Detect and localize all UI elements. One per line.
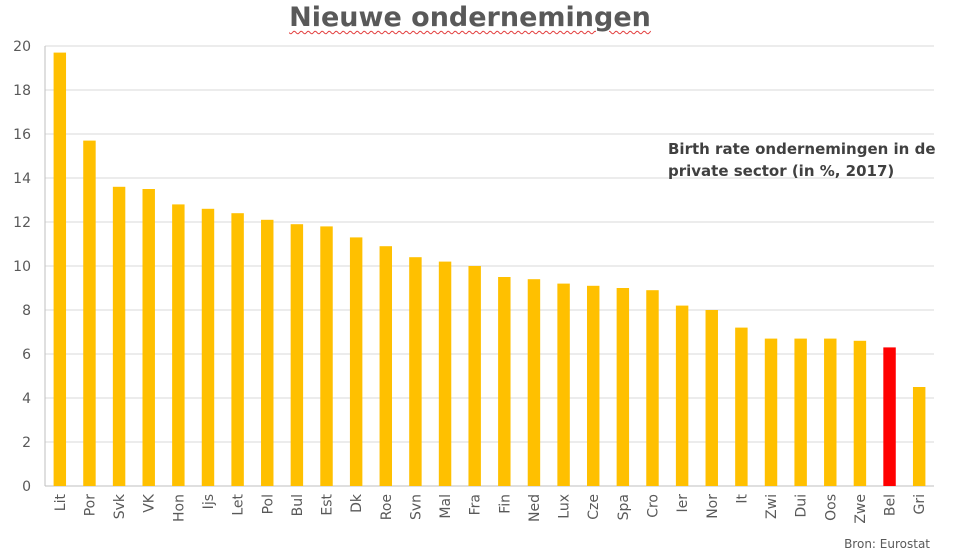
bar-vk	[142, 189, 155, 486]
x-tick-label: Mal	[438, 494, 454, 519]
bar-zwi	[764, 338, 778, 486]
bar-svk	[112, 186, 126, 487]
x-tick-label: Oos	[823, 494, 839, 521]
bar-bel	[883, 347, 896, 486]
bar-fin	[498, 277, 511, 486]
x-tick-label: Let	[231, 493, 247, 515]
x-tick-label: Roe	[379, 494, 395, 520]
x-tick-label: Ijs	[201, 494, 217, 509]
bar-spa	[616, 288, 630, 486]
bar-ier	[675, 305, 689, 486]
x-tick-label: Svn	[408, 494, 424, 520]
y-tick-label: 18	[13, 83, 31, 99]
y-tick-label: 14	[13, 171, 31, 187]
x-tick-label: Cze	[586, 494, 602, 520]
x-tick-label: Bul	[290, 494, 306, 516]
bar-svn	[409, 257, 422, 486]
y-tick-label: 4	[22, 391, 31, 407]
x-tick-label: Cro	[645, 494, 661, 518]
bar-fra	[468, 266, 481, 486]
x-tick-label: Nor	[705, 494, 721, 519]
y-tick-label: 16	[13, 127, 31, 143]
chart-title: Nieuwe ondernemingen	[289, 2, 651, 33]
x-tick-label: Zwe	[853, 494, 869, 524]
bar-lit	[53, 52, 67, 486]
y-tick-label: 20	[13, 39, 31, 55]
y-tick-label: 0	[22, 479, 31, 495]
x-tick-label: Dui	[794, 494, 810, 518]
bar-pol	[261, 219, 274, 487]
bar-zwe	[853, 340, 867, 486]
x-tick-label: Ned	[527, 494, 543, 522]
x-tick-label: Por	[82, 494, 98, 517]
bar-dui	[794, 338, 807, 486]
x-tick-label: Svk	[112, 493, 128, 519]
x-tick-label: It	[734, 493, 750, 503]
x-tick-label: Ier	[675, 494, 691, 513]
bar-por	[83, 140, 96, 486]
bar-gri	[912, 387, 926, 486]
bar-let	[231, 213, 244, 486]
bar-cro	[646, 290, 659, 486]
x-tick-label: Dk	[349, 493, 365, 513]
x-tick-label: Fra	[468, 494, 484, 515]
bar-it	[735, 327, 748, 486]
bar-ijs	[201, 208, 215, 487]
x-tick-label: Lit	[53, 493, 69, 511]
bar-dk	[349, 237, 363, 486]
bar-cze	[586, 285, 600, 486]
x-tick-label: Spa	[616, 494, 632, 520]
x-tick-label: Hon	[171, 494, 187, 522]
bar-hon	[172, 204, 185, 486]
y-tick-label: 2	[22, 435, 31, 451]
y-tick-label: 8	[22, 303, 31, 319]
bar-est	[320, 226, 333, 486]
bar-oos	[824, 338, 837, 486]
bar-mal	[438, 261, 452, 486]
x-tick-label: Gri	[912, 494, 928, 515]
bar-nor	[705, 310, 718, 486]
x-tick-label: Bel	[883, 494, 899, 516]
bar-ned	[527, 279, 541, 486]
gridlines	[44, 45, 934, 487]
bar-roe	[379, 246, 393, 486]
bar-bul	[290, 224, 304, 486]
x-tick-label: Est	[320, 494, 336, 516]
bar-lux	[557, 283, 570, 486]
x-tick-label: Zwi	[764, 494, 780, 519]
x-tick-label: VK	[142, 493, 158, 513]
bars	[53, 52, 926, 487]
source-note: Bron: Eurostat	[844, 537, 930, 551]
y-tick-label: 10	[13, 259, 31, 275]
x-tick-label: Fin	[497, 494, 513, 514]
y-tick-label: 6	[22, 347, 31, 363]
x-axis-ticks: Lit Por Svk VK Hon Ijs Let Pol Bul Est Dk Roe Svn Mal…	[53, 493, 928, 524]
x-tick-label: Lux	[557, 494, 573, 519]
y-axis-ticks: 0 2 4 6 8 10 12 14 16 18 20	[13, 39, 31, 495]
chart-annotation: Birth rate ondernemingen in de private s…	[668, 140, 936, 180]
x-tick-label: Pol	[260, 494, 276, 514]
y-tick-label: 12	[13, 215, 31, 231]
